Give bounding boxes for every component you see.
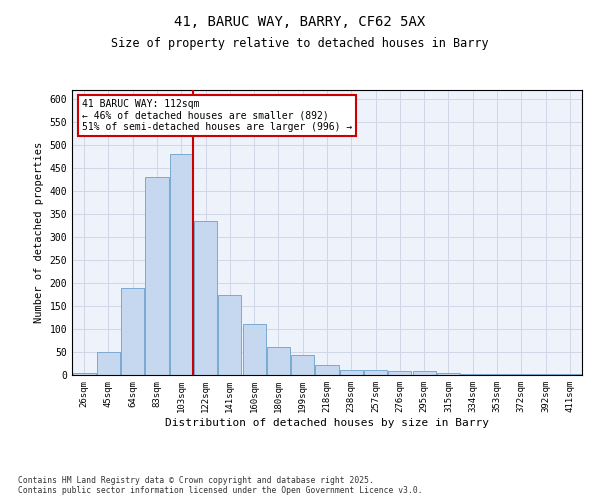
Bar: [316, 365, 338, 375]
Bar: [485, 374, 509, 375]
Text: 41, BARUC WAY, BARRY, CF62 5AX: 41, BARUC WAY, BARRY, CF62 5AX: [175, 15, 425, 29]
Bar: [97, 352, 120, 375]
Bar: [121, 288, 144, 375]
Bar: [194, 221, 217, 375]
Bar: [242, 324, 266, 375]
Bar: [364, 370, 387, 375]
X-axis label: Distribution of detached houses by size in Barry: Distribution of detached houses by size …: [165, 418, 489, 428]
Bar: [291, 355, 314, 375]
Bar: [388, 372, 412, 375]
Bar: [340, 370, 363, 375]
Bar: [145, 178, 169, 375]
Bar: [510, 374, 533, 375]
Y-axis label: Number of detached properties: Number of detached properties: [34, 142, 44, 323]
Bar: [534, 374, 557, 375]
Bar: [559, 374, 581, 375]
Bar: [413, 372, 436, 375]
Bar: [437, 372, 460, 375]
Bar: [73, 372, 95, 375]
Text: Contains HM Land Registry data © Crown copyright and database right 2025.
Contai: Contains HM Land Registry data © Crown c…: [18, 476, 422, 495]
Text: 41 BARUC WAY: 112sqm
← 46% of detached houses are smaller (892)
51% of semi-deta: 41 BARUC WAY: 112sqm ← 46% of detached h…: [82, 98, 352, 132]
Bar: [218, 294, 241, 375]
Text: Size of property relative to detached houses in Barry: Size of property relative to detached ho…: [111, 38, 489, 51]
Bar: [267, 346, 290, 375]
Bar: [170, 154, 193, 375]
Bar: [461, 374, 484, 375]
